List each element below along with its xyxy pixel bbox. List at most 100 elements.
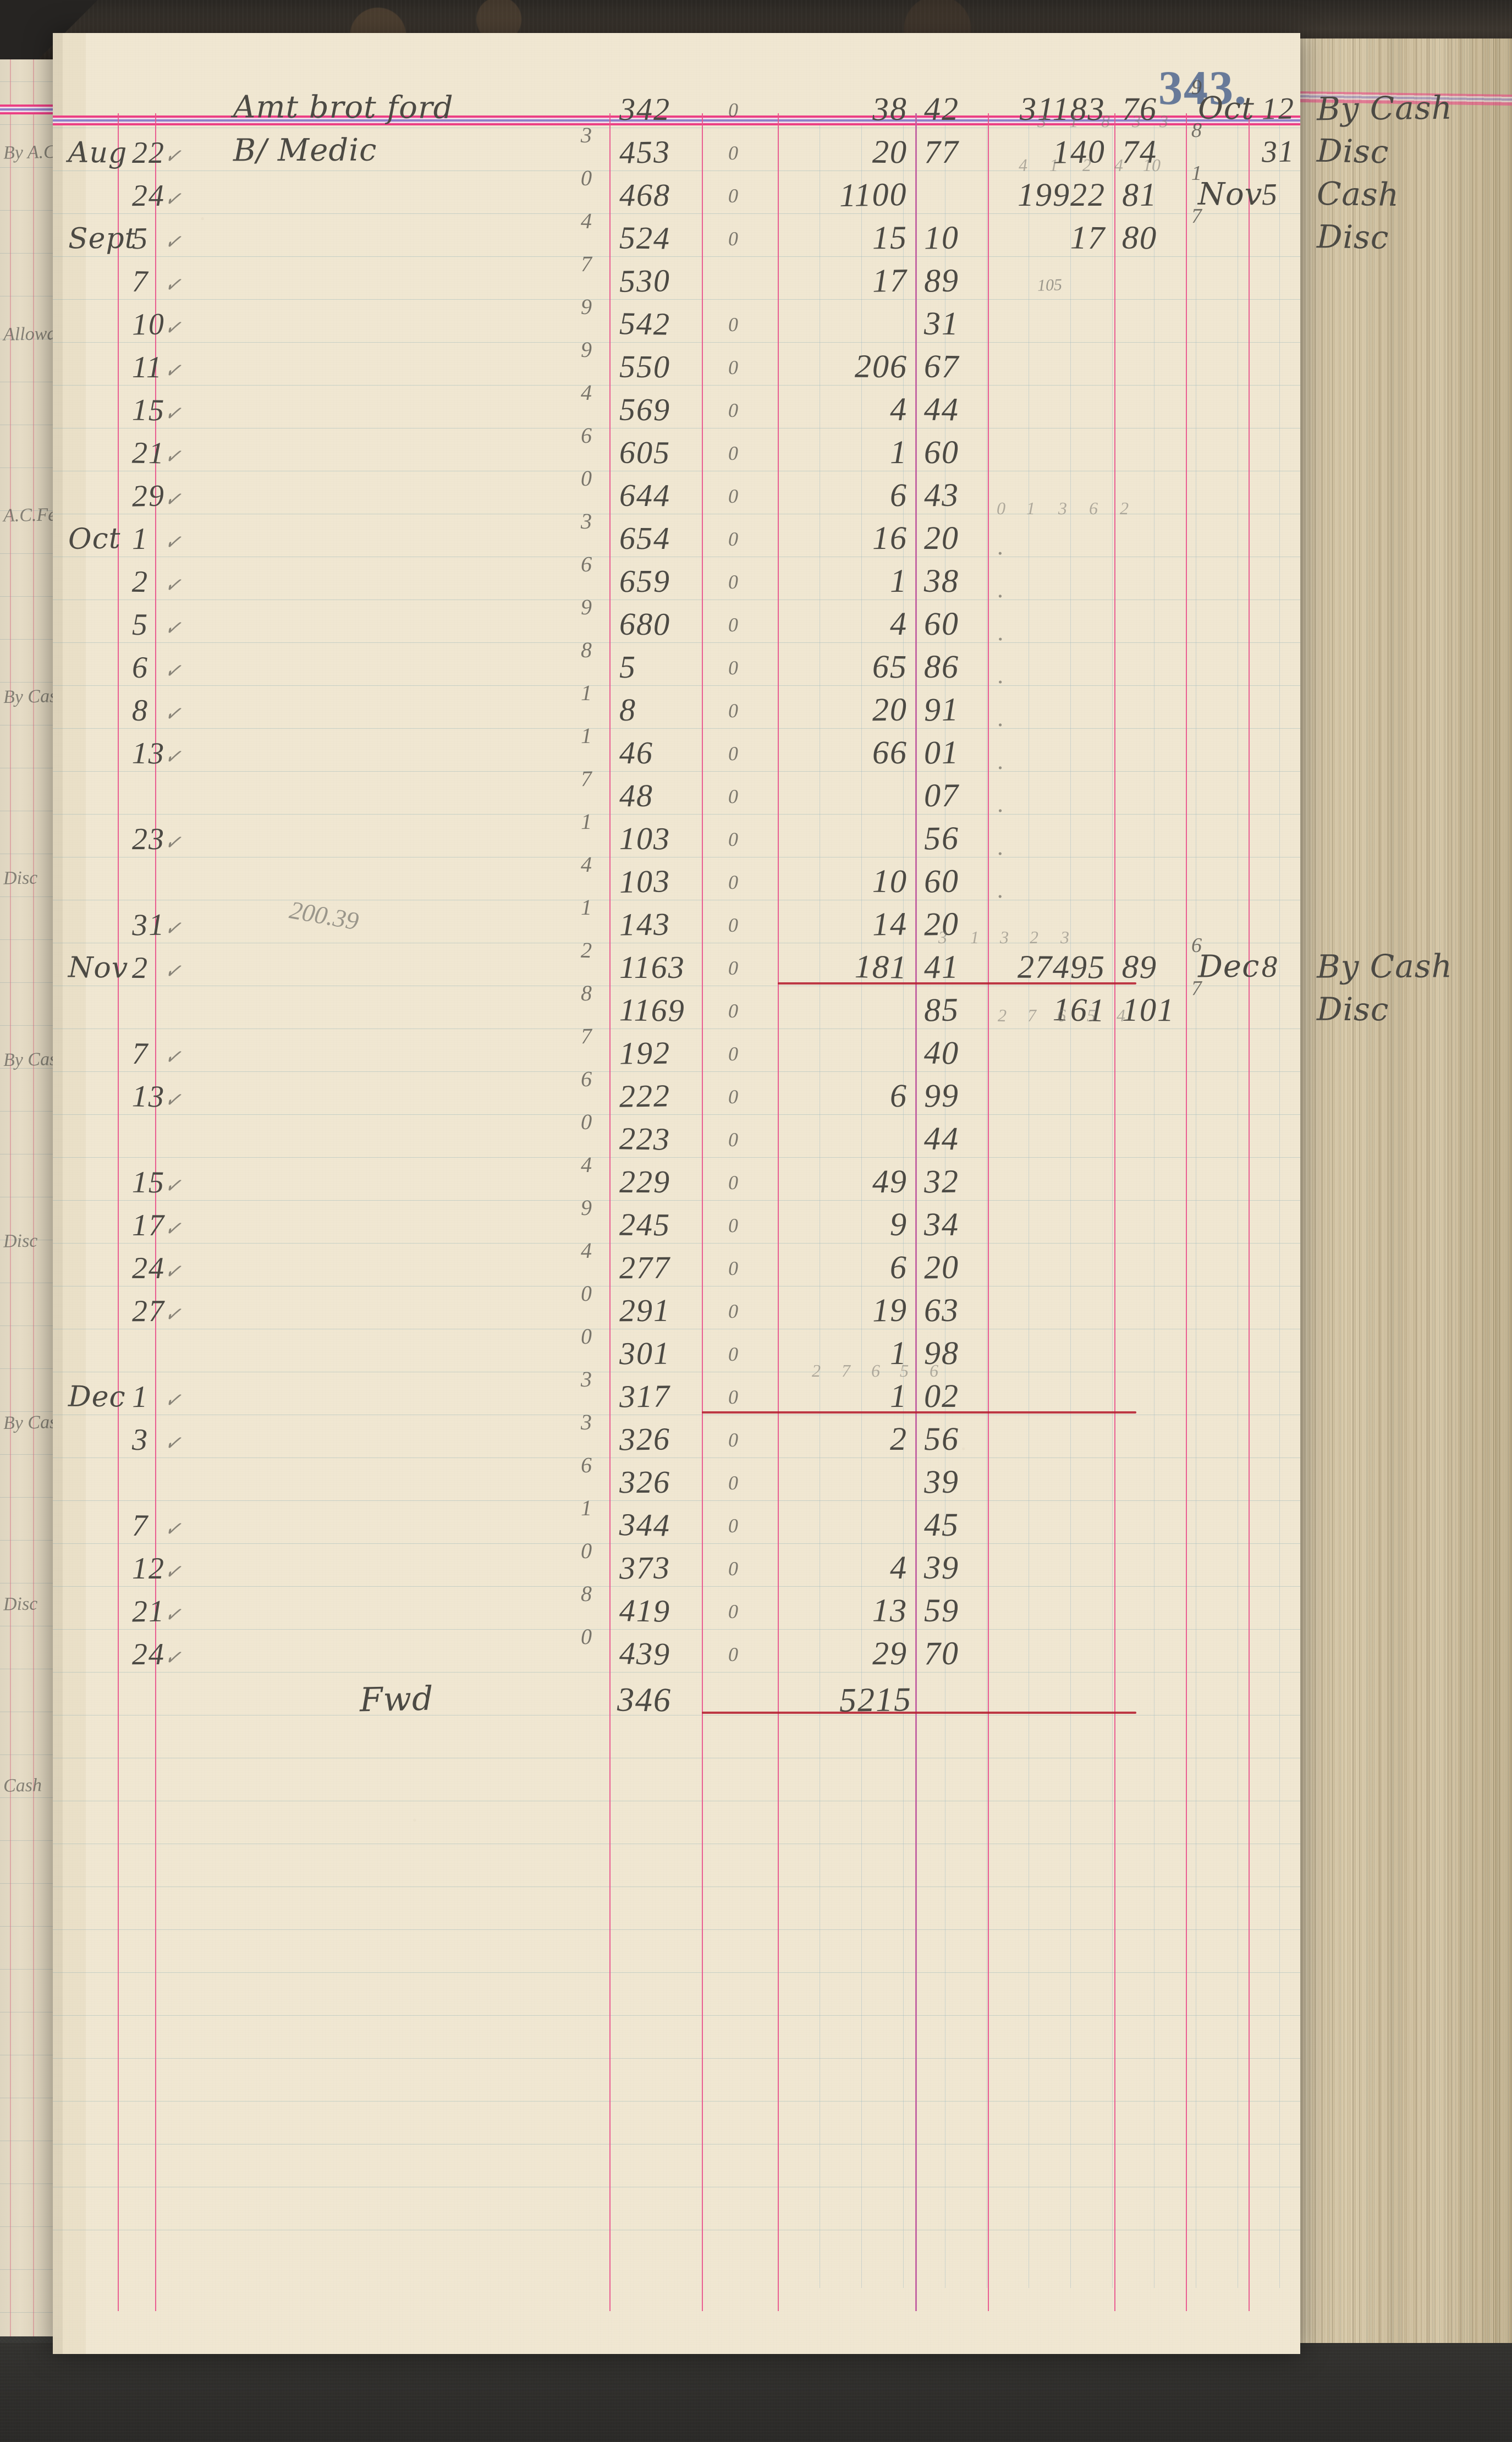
cell-amount-dollars: 1100 xyxy=(839,178,908,212)
cell-amount-cents: 85 xyxy=(923,993,959,1026)
cell-cents-zero: 0 xyxy=(728,572,739,592)
cell-folio: 291 xyxy=(619,1295,670,1327)
cell-amount-dollars: 1 xyxy=(890,1336,908,1370)
carry-digit: 0 xyxy=(581,1283,593,1305)
cell-cents-zero: 0 xyxy=(728,658,740,678)
cell-amount-cents: 39 xyxy=(924,1465,960,1499)
decimal-dot: . xyxy=(998,578,1005,602)
verso-rule xyxy=(0,682,53,683)
decimal-dot: . xyxy=(998,535,1005,559)
cell-day: 13 xyxy=(131,1081,165,1112)
horizontal-rule xyxy=(53,685,1300,686)
cell-amount-cents: 59 xyxy=(924,1594,959,1627)
horizontal-rule xyxy=(53,1629,1300,1630)
cell-cents-zero: 0 xyxy=(728,1344,739,1364)
page-edge-line xyxy=(1383,38,1384,2343)
cell-cents-zero: 0 xyxy=(728,358,739,377)
horizontal-rule xyxy=(53,1500,1300,1501)
verso-note: Disc xyxy=(3,1593,38,1615)
cell-amount-dollars: 29 xyxy=(872,1637,908,1670)
horizontal-rule xyxy=(53,2015,1300,2016)
page-edge-line xyxy=(1508,38,1509,2343)
cell-month: Nov xyxy=(68,953,129,982)
verso-rule xyxy=(0,1454,53,1455)
cell-cents-zero: 0 xyxy=(728,958,740,978)
check-mark: ✓ xyxy=(163,1559,183,1586)
carry-digit: 4 xyxy=(581,1154,593,1176)
verso-rule xyxy=(0,210,53,211)
carry-digit: 1 xyxy=(581,897,593,919)
pencil-working-digit: 10 xyxy=(1143,156,1161,174)
horizontal-rule xyxy=(53,342,1300,343)
red-total-rule-2 xyxy=(702,1411,1136,1414)
verso-rule xyxy=(0,81,53,82)
check-mark: ✓ xyxy=(163,615,183,642)
cell-cents-zero: 0 xyxy=(728,1173,739,1192)
page-edge-line xyxy=(1326,38,1327,2343)
pencil-working-digit: 2 xyxy=(1030,928,1039,946)
verso-rule xyxy=(0,1025,53,1026)
cell-amount-dollars: 6 xyxy=(890,479,908,512)
cell-folio: 103 xyxy=(619,865,670,898)
rule-credit-day xyxy=(1249,113,1250,2311)
verso-vertical-rule-0 xyxy=(10,59,11,2336)
carry-digit: 4 xyxy=(581,210,593,232)
carry-digit: 4 xyxy=(581,854,593,876)
pencil-working-digit: 6 xyxy=(930,1362,938,1379)
cell-amount-dollars: 65 xyxy=(872,650,908,684)
pencil-working-digit: 7 xyxy=(1027,1007,1036,1024)
cell-amount-cents: 20 xyxy=(924,521,959,554)
cell-amount-cents: 60 xyxy=(923,864,959,898)
check-mark: ✓ xyxy=(163,572,183,599)
cell-folio: 326 xyxy=(619,1466,670,1498)
horizontal-rules xyxy=(53,33,1300,2354)
horizontal-rule xyxy=(53,1243,1300,1244)
check-mark: ✓ xyxy=(163,486,183,513)
verso-rule xyxy=(0,639,53,640)
cell-amount-cents: 10 xyxy=(924,221,960,255)
cell-day: 3 xyxy=(132,1425,149,1455)
page-edge-line xyxy=(1330,38,1331,2343)
cell-amount-cents: 40 xyxy=(923,1036,959,1069)
cell-folio: 222 xyxy=(619,1080,671,1112)
carry-digit: 1 xyxy=(581,682,593,704)
feint-vertical-rule xyxy=(861,125,862,2288)
verso-note: By Cash xyxy=(3,1412,53,1434)
credit-month: Nov xyxy=(1198,179,1263,211)
decimal-dot: . xyxy=(998,792,1005,816)
credit-carry-digit: 6 xyxy=(1191,935,1203,956)
cell-folio: 524 xyxy=(619,222,671,254)
cell-folio: 229 xyxy=(619,1166,670,1198)
page-edge-line xyxy=(1363,38,1364,2343)
cell-amount-dollars: 9 xyxy=(890,1208,908,1241)
pencil-working-digit: 4 xyxy=(1019,156,1028,174)
page-edge-line xyxy=(1396,38,1397,2343)
check-mark: ✓ xyxy=(163,701,183,728)
carry-digit: 1 xyxy=(581,1497,593,1519)
cell-cents-zero: 0 xyxy=(728,1258,740,1278)
page-edge-line xyxy=(1465,38,1466,2343)
rule-month-day xyxy=(118,113,119,2311)
check-mark: ✓ xyxy=(163,400,183,427)
cell-cents-zero: 0 xyxy=(728,1602,740,1621)
cell-cents-zero: 0 xyxy=(728,744,740,763)
cell-particulars: B/ Medic xyxy=(233,135,377,167)
page-edge-line xyxy=(1340,38,1341,2343)
cell-cents-zero: 0 xyxy=(728,1387,739,1407)
horizontal-rule xyxy=(53,1543,1300,1544)
pencil-working-digit: 4 xyxy=(1114,156,1124,174)
cell-amount-dollars: 4 xyxy=(890,1551,908,1584)
verso-rule xyxy=(0,1840,53,1841)
cell-amount-dollars: 1 xyxy=(890,436,908,469)
cell-cents-zero: 0 xyxy=(728,1559,739,1579)
cell-amount-dollars: 16 xyxy=(872,521,908,554)
carry-digit: 9 xyxy=(581,1197,593,1219)
page-edge-line xyxy=(1317,38,1318,2343)
pencil-working-digit: 1 xyxy=(1049,156,1058,174)
carry-digit: 8 xyxy=(581,1583,593,1605)
verso-rule xyxy=(0,2312,53,2313)
rule-folio-cents xyxy=(702,113,703,2311)
cell-amount-dollars: 206 xyxy=(855,350,908,383)
verso-heading-band xyxy=(0,105,53,114)
horizontal-rule xyxy=(53,728,1300,729)
